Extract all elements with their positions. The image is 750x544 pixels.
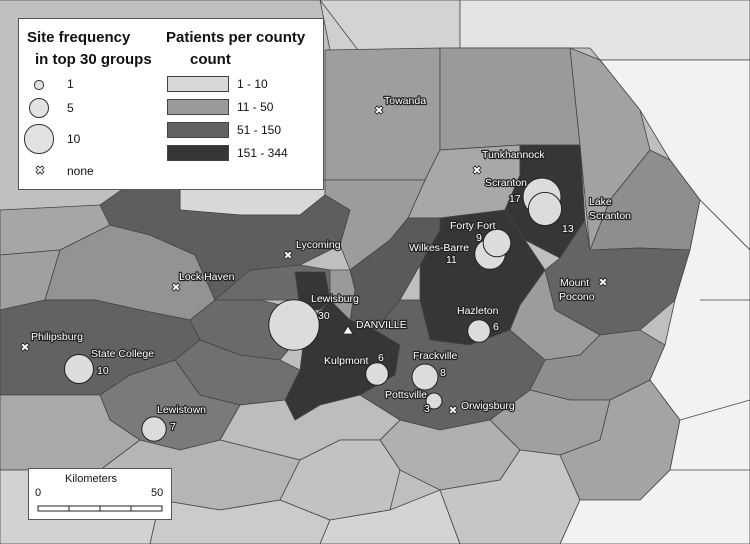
legend-circle-5 — [28, 97, 50, 119]
hazleton-count: 6 — [493, 321, 499, 333]
forty-fort-site-circle — [482, 228, 512, 258]
state-college-site-circle — [64, 354, 94, 384]
state-college-count: 10 — [97, 365, 109, 377]
scale-bar-min-label: 0 — [35, 487, 42, 499]
county-susquehanna — [439, 47, 581, 151]
forty-fort-label: Forty Fort — [450, 220, 496, 232]
towanda-none-marker — [374, 105, 384, 115]
frackville-label: Frackville — [413, 350, 457, 362]
orwigsburg-none-marker — [448, 405, 458, 415]
scranton-count: 17 — [509, 193, 521, 205]
county-clearfield — [99, 169, 351, 301]
lewisburg-count: 30 — [318, 310, 330, 322]
kulpmont-count: 6 — [378, 352, 384, 364]
patients-per-county-subtitle: count — [190, 51, 231, 68]
patients-per-county-title: Patients per county — [166, 29, 306, 46]
hazleton-site-circle — [467, 319, 491, 343]
orwigsburg-label: Orwigsburg — [461, 400, 515, 412]
pottsville-label: Pottsville — [385, 389, 427, 401]
tunkhannock-none-marker — [472, 165, 482, 175]
towanda-label: Towanda — [384, 95, 426, 107]
forty-fort-count: 9 — [476, 232, 482, 244]
mount-pocono-label-line1: Mount — [560, 277, 589, 289]
pottsville-site-circle — [425, 392, 443, 410]
lycoming-none-marker — [283, 250, 293, 260]
legend-circle-10 — [24, 124, 54, 154]
lock-haven-label: Lock Haven — [179, 271, 235, 283]
kulpmont-label: Kulpmont — [324, 355, 368, 367]
site-frequency-subtitle: in top 30 groups — [35, 51, 152, 68]
wilkes-barre-count: 11 — [446, 254, 457, 266]
legend-circle-1 — [34, 80, 44, 90]
danville-label: DANVILLE — [356, 319, 407, 331]
philipsburg-label: Philipsburg — [31, 331, 83, 343]
legend-class-11-50: 11 - 50 — [237, 100, 274, 114]
county-bradford — [324, 47, 441, 181]
tunkhannock-label: Tunkhannock — [482, 149, 545, 161]
legend-label-1: 1 — [67, 77, 74, 91]
pottsville-count: 3 — [424, 403, 430, 415]
lake-scranton-count: 13 — [562, 223, 574, 235]
lewistown-site-circle — [141, 416, 167, 442]
kulpmont-site-circle — [365, 362, 389, 386]
place-labels: Towanda Tunkhannock Scranton 17 Lake Scr… — [30, 94, 633, 434]
lewisburg-site-circle — [268, 299, 320, 351]
wilkes-barre-label: Wilkes-Barre — [409, 242, 469, 254]
legend-label-5: 5 — [67, 101, 74, 115]
site-frequency-title: Site frequency — [27, 29, 131, 46]
county-montour — [329, 269, 356, 321]
legend-none-label: none — [67, 164, 94, 178]
legend-class-1-10: 1 - 10 — [237, 77, 268, 91]
state-college-label: State College — [91, 348, 154, 360]
none-site-markers — [20, 105, 608, 415]
legend-swatch-11-50 — [167, 99, 229, 115]
legend-swatch-1-10 — [167, 76, 229, 92]
site-circles — [64, 177, 563, 442]
lewistown-label: Lewistown — [157, 404, 206, 416]
scale-bar-graphic — [37, 505, 163, 512]
scale-bar-title: Kilometers — [65, 473, 117, 485]
lock-haven-none-marker — [171, 282, 181, 292]
frackville-site-circle — [411, 363, 439, 391]
legend-class-151-344: 151 - 344 — [237, 146, 288, 160]
scranton-label: Scranton — [485, 177, 527, 189]
lewistown-count: 7 — [170, 421, 176, 433]
legend-none-marker — [35, 165, 45, 175]
danville-hospital-marker — [342, 325, 354, 335]
scale-bar-max-label: 50 — [151, 487, 164, 499]
lake-scranton-label-line2: Scranton — [589, 210, 631, 222]
legend-swatch-151-344 — [167, 145, 229, 161]
map-legend: Site frequency in top 30 groups 1 5 10 n… — [18, 18, 324, 190]
mount-pocono-label-line2: Pocono — [559, 291, 595, 303]
legend-label-10: 10 — [67, 132, 81, 146]
lake-scranton-site-circle — [527, 191, 563, 227]
lake-scranton-label-line1: Lake — [589, 196, 612, 208]
lewisburg-label: Lewisburg — [311, 293, 359, 305]
legend-class-51-150: 51 - 150 — [237, 123, 282, 137]
hazleton-label: Hazleton — [457, 305, 499, 317]
county-east-white — [559, 199, 750, 544]
nj-county-line-1 — [679, 399, 750, 421]
scale-bar: Kilometers 0 50 — [28, 468, 172, 520]
legend-swatch-51-150 — [167, 122, 229, 138]
frackville-count: 8 — [440, 367, 446, 379]
lycoming-label: Lycoming — [296, 239, 341, 251]
philipsburg-none-marker — [20, 342, 30, 352]
mount-pocono-none-marker — [598, 277, 608, 287]
